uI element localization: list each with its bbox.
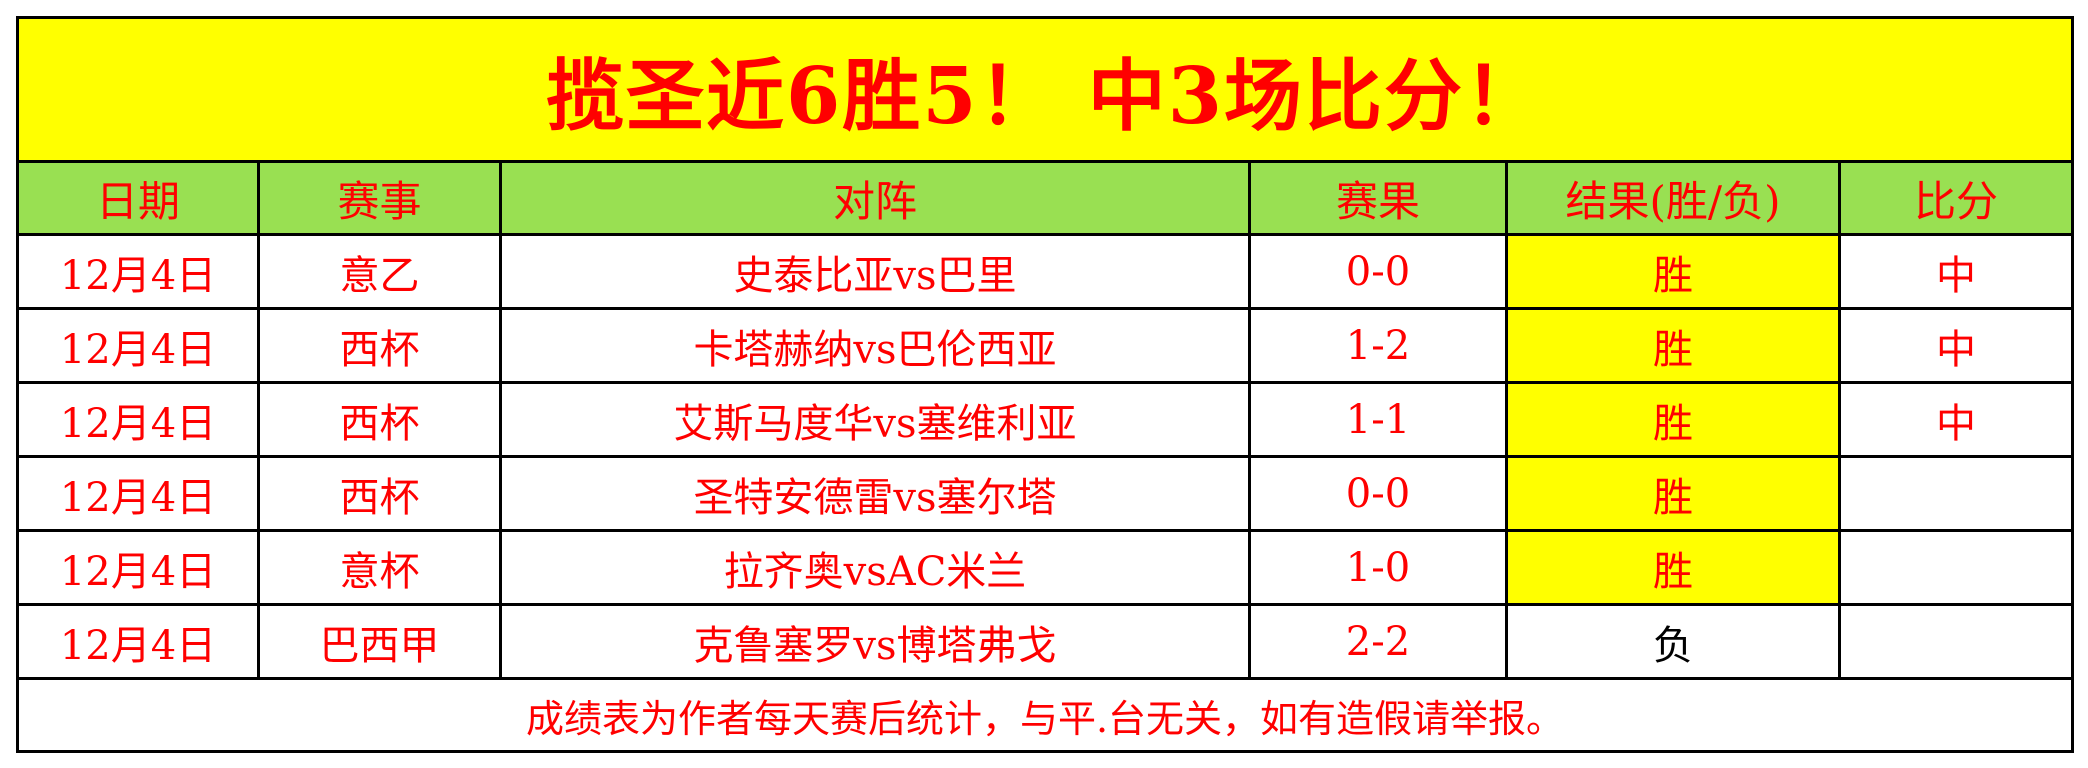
score-cell: 1-0: [1248, 529, 1508, 606]
league-cell: 西杯: [257, 455, 502, 532]
score-cell: 0-0: [1248, 233, 1508, 310]
league-cell: 西杯: [257, 381, 502, 458]
bifen-cell: [1837, 529, 2075, 606]
table-row: 12月4日 巴西甲 克鲁塞罗vs博塔弗戈 2-2 负: [16, 603, 2075, 680]
match-cell: 史泰比亚vs巴里: [499, 233, 1251, 310]
bifen-cell: [1837, 603, 2075, 680]
match-cell: 拉齐奥vsAC米兰: [499, 529, 1251, 606]
footer-row: 成绩表为作者每天赛后统计，与平.台无关，如有造假请举报。: [15, 677, 2075, 753]
bifen-cell: 中: [1837, 381, 2075, 458]
result-cell: 胜: [1505, 529, 1841, 606]
league-cell: 意杯: [257, 529, 502, 606]
header-date: 日期: [16, 160, 260, 236]
score-cell: 1-2: [1248, 307, 1508, 384]
date-cell: 12月4日: [16, 307, 260, 384]
match-cell: 克鲁塞罗vs博塔弗戈: [499, 603, 1251, 680]
title-row: 揽圣近6胜5！ 中3场比分！: [15, 16, 2075, 163]
result-cell: 胜: [1505, 307, 1841, 384]
score-cell: 0-0: [1248, 455, 1508, 532]
date-cell: 12月4日: [16, 233, 260, 310]
match-cell: 卡塔赫纳vs巴伦西亚: [499, 307, 1251, 384]
date-cell: 12月4日: [16, 455, 260, 532]
bifen-cell: [1837, 455, 2075, 532]
league-cell: 意乙: [257, 233, 502, 310]
header-row: 日期 赛事 对阵 赛果 结果(胜/负) 比分: [16, 160, 2075, 236]
date-cell: 12月4日: [16, 381, 260, 458]
table-row: 12月4日 意乙 史泰比亚vs巴里 0-0 胜中: [16, 233, 2075, 310]
table-row: 12月4日 意杯 拉齐奥vsAC米兰 1-0 胜: [16, 529, 2075, 606]
table-row: 12月4日 西杯 艾斯马度华vs塞维利亚 1-1 胜中: [16, 381, 2075, 458]
match-cell: 圣特安德雷vs塞尔塔: [499, 455, 1251, 532]
table-row: 12月4日 西杯 圣特安德雷vs塞尔塔 0-0 胜: [16, 455, 2075, 532]
league-cell: 西杯: [257, 307, 502, 384]
score-cell: 2-2: [1248, 603, 1508, 680]
header-league: 赛事: [257, 160, 502, 236]
header-score: 赛果: [1248, 160, 1508, 236]
date-cell: 12月4日: [16, 529, 260, 606]
header-bifen: 比分: [1837, 160, 2075, 236]
bifen-cell: 中: [1837, 307, 2075, 384]
result-cell: 胜: [1505, 233, 1841, 310]
result-cell: 胜: [1505, 381, 1841, 458]
header-match: 对阵: [499, 160, 1251, 236]
page-title: 揽圣近6胜5！ 中3场比分！: [15, 16, 2075, 163]
footer-note: 成绩表为作者每天赛后统计，与平.台无关，如有造假请举报。: [15, 677, 2075, 753]
match-cell: 艾斯马度华vs塞维利亚: [499, 381, 1251, 458]
bifen-cell: 中: [1837, 233, 2075, 310]
league-cell: 巴西甲: [257, 603, 502, 680]
header-result: 结果(胜/负): [1505, 160, 1841, 236]
results-table: 揽圣近6胜5！ 中3场比分！ 日期 赛事 对阵 赛果 结果(胜/负) 比分 12…: [15, 16, 2075, 753]
date-cell: 12月4日: [16, 603, 260, 680]
result-cell: 负: [1505, 603, 1841, 680]
score-cell: 1-1: [1248, 381, 1508, 458]
table-row: 12月4日 西杯 卡塔赫纳vs巴伦西亚 1-2 胜中: [16, 307, 2075, 384]
result-cell: 胜: [1505, 455, 1841, 532]
